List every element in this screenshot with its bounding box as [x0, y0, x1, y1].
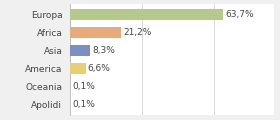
Text: 6,6%: 6,6% — [88, 64, 111, 73]
Text: 0,1%: 0,1% — [72, 82, 95, 91]
Text: 21,2%: 21,2% — [123, 28, 151, 37]
Bar — [70, 9, 223, 20]
Text: 0,1%: 0,1% — [72, 100, 95, 109]
Text: 8,3%: 8,3% — [92, 46, 115, 55]
Bar — [70, 45, 90, 56]
Bar — [70, 27, 121, 38]
Text: 63,7%: 63,7% — [225, 10, 254, 19]
Bar — [70, 63, 86, 74]
